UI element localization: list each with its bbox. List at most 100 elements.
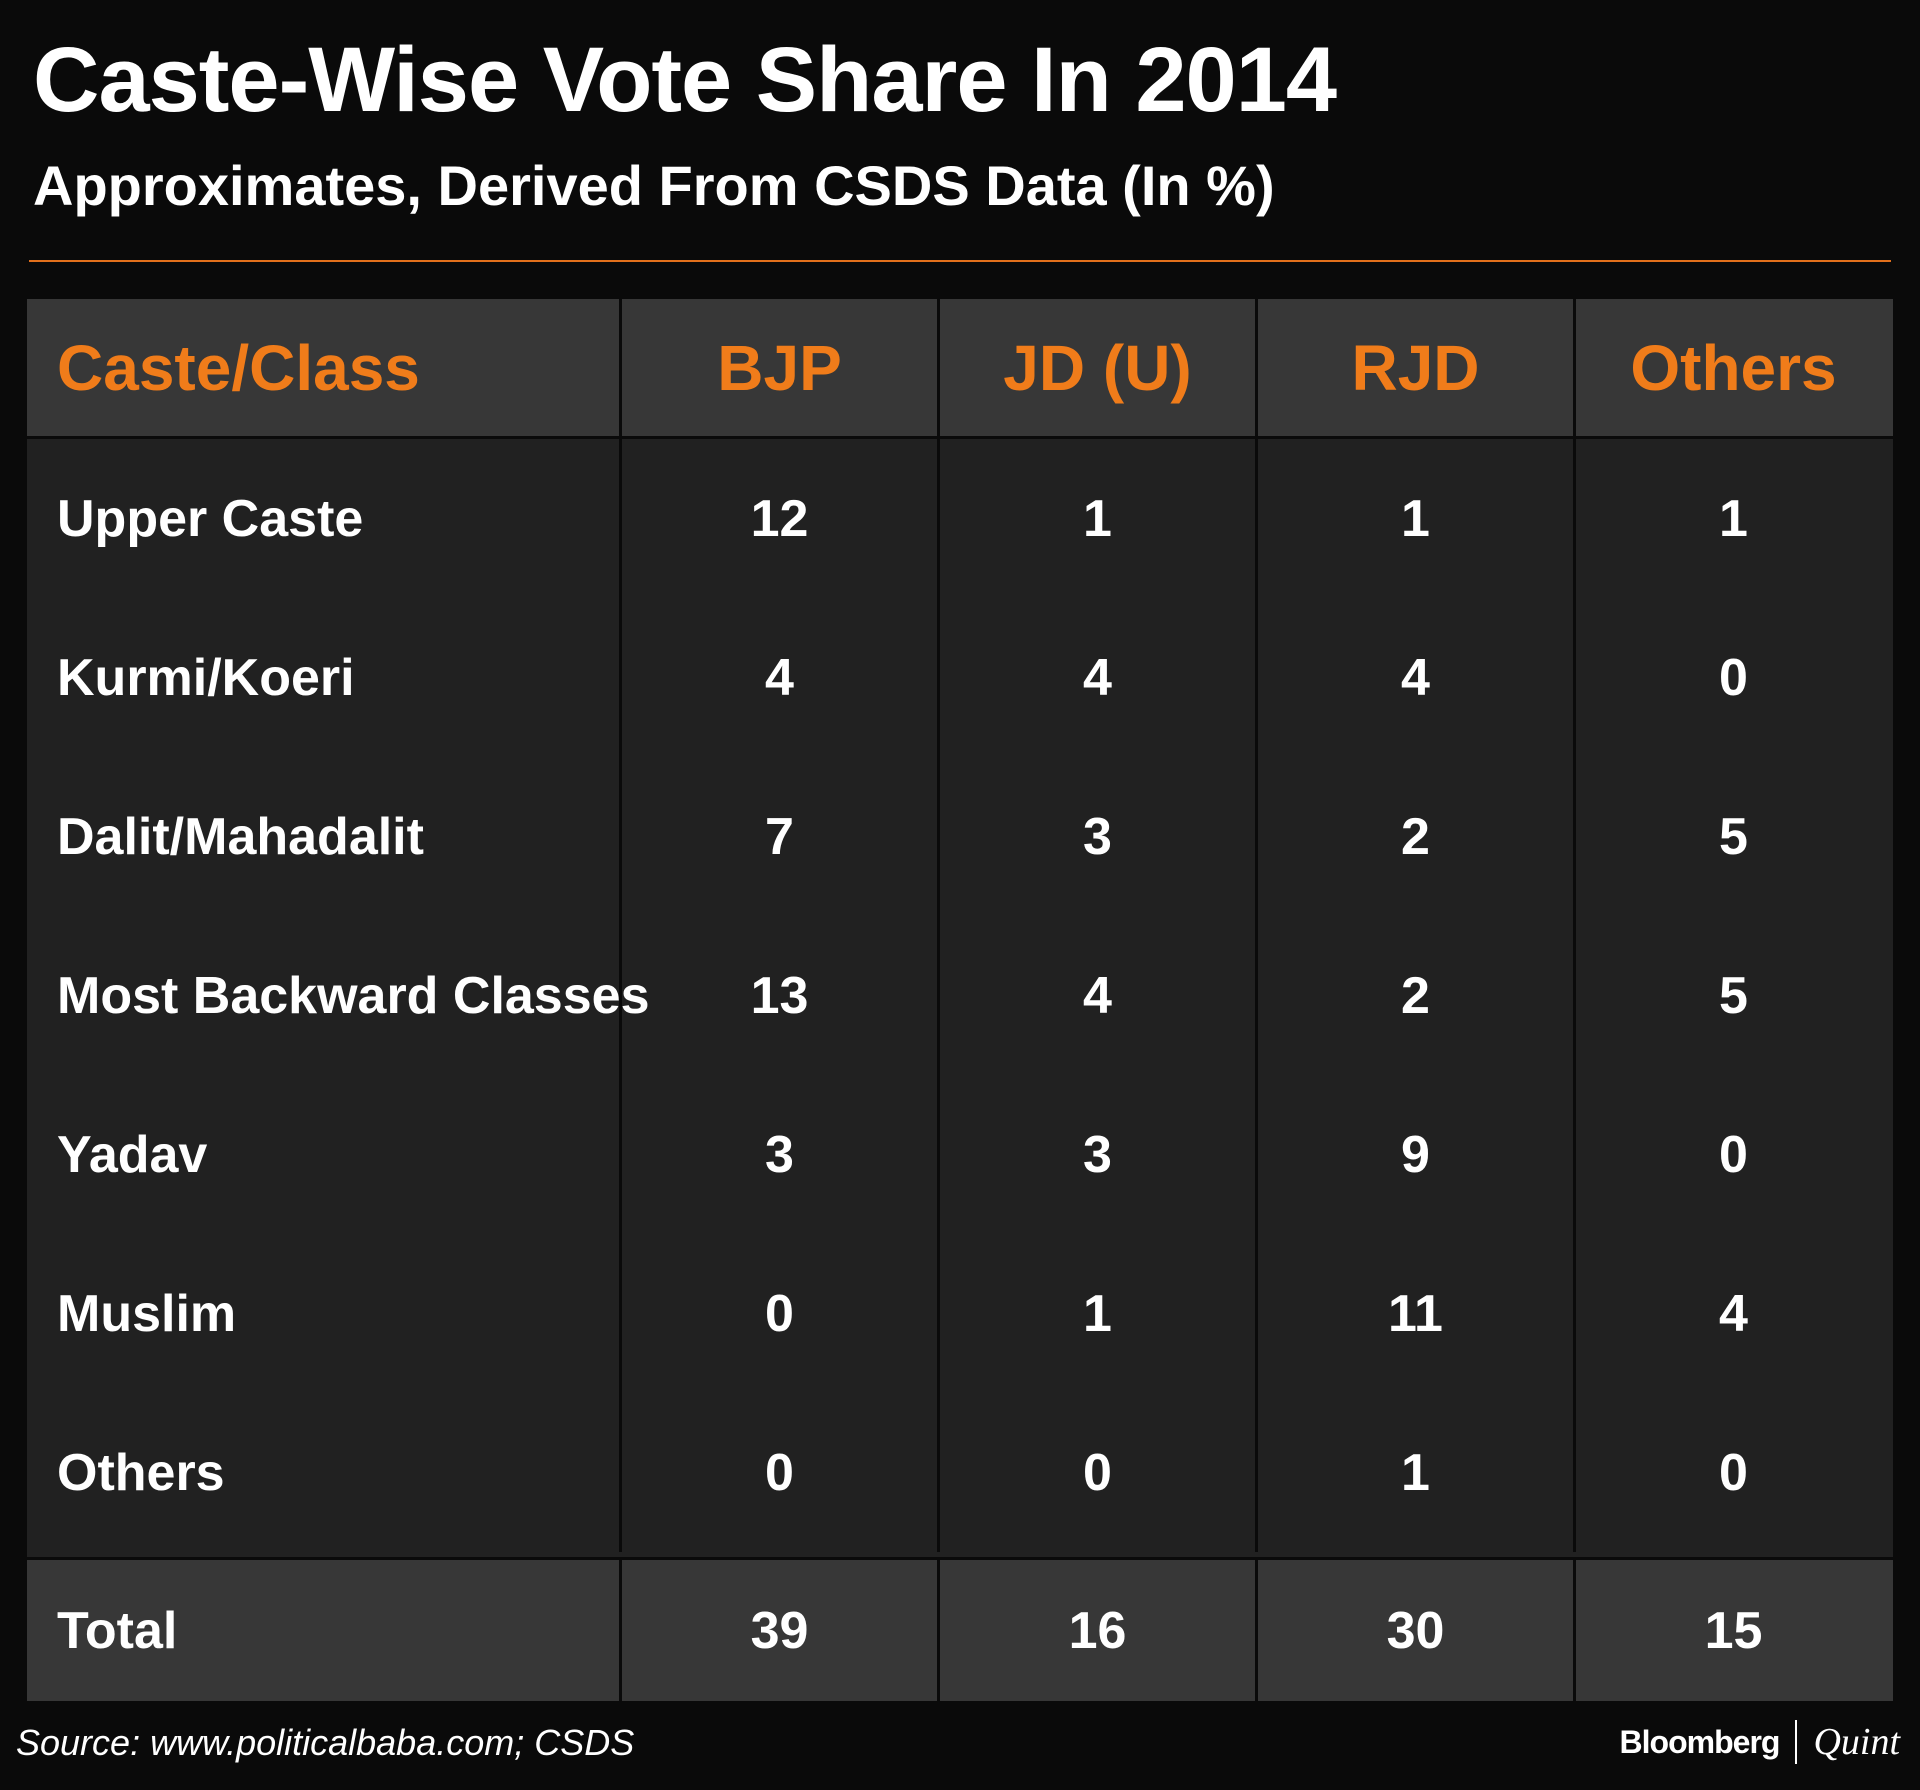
total-cell: 30 [1255,1560,1573,1701]
chart-subtitle: Approximates, Derived From CSDS Data (In… [33,154,1275,217]
value-cell-others: 0 [1573,1075,1891,1234]
value-cell-bjp: 4 [619,598,937,757]
value-others: 0 [1719,648,1748,707]
row-label: Most Backward Classes [57,966,650,1025]
header-separator [27,436,1893,439]
value-bjp: 0 [765,1284,794,1343]
row-label-cell: Dalit/Mahadalit [27,757,619,916]
value-jdu: 3 [1083,807,1112,866]
brand-divider [1795,1720,1798,1764]
value-others: 0 [1719,1125,1748,1184]
table-row: Upper Caste 12 1 1 1 [27,439,1893,598]
row-label: Upper Caste [57,489,364,548]
header-cell: BJP [619,299,937,436]
value-others: 5 [1719,807,1748,866]
value-cell-rjd: 2 [1255,757,1573,916]
table-row: Muslim 0 1 11 4 [27,1234,1893,1393]
brand-logo: Bloomberg Quint [1620,1720,1900,1764]
value-jdu: 0 [1083,1443,1112,1502]
total-cell: 39 [619,1560,937,1701]
table-row: Others 0 0 1 0 [27,1393,1893,1552]
title-divider [29,260,1891,262]
total-cell: Total [27,1560,619,1701]
value-cell-bjp: 3 [619,1075,937,1234]
value-cell-bjp: 12 [619,439,937,598]
header-bjp: BJP [717,331,842,404]
value-others: 4 [1719,1284,1748,1343]
value-cell-jdu: 1 [937,439,1255,598]
value-others: 1 [1719,489,1748,548]
value-rjd: 2 [1401,807,1430,866]
value-cell-others: 4 [1573,1234,1891,1393]
value-jdu: 4 [1083,966,1112,1025]
value-cell-others: 0 [1573,1393,1891,1552]
brand-name: Bloomberg [1619,1723,1781,1760]
total-rjd: 30 [1386,1601,1445,1660]
value-cell-jdu: 4 [937,598,1255,757]
header-caste-class: Caste/Class [57,331,420,404]
table-row: Most Backward Classes 13 4 2 5 [27,916,1893,1075]
value-rjd: 1 [1401,1443,1430,1502]
header-jdu: JD (U) [1003,331,1192,404]
value-cell-jdu: 4 [937,916,1255,1075]
value-cell-bjp: 7 [619,757,937,916]
table-total-row: Total 39 16 30 15 [27,1560,1893,1701]
value-rjd: 2 [1401,966,1430,1025]
row-label-cell: Others [27,1393,619,1552]
value-cell-rjd: 1 [1255,439,1573,598]
value-rjd: 11 [1388,1284,1443,1343]
value-cell-jdu: 1 [937,1234,1255,1393]
value-bjp: 0 [765,1443,794,1502]
total-bjp: 39 [750,1601,809,1660]
row-label: Yadav [57,1125,208,1184]
chart-title: Caste-Wise Vote Share In 2014 [33,29,1337,131]
value-cell-bjp: 0 [619,1234,937,1393]
value-rjd: 4 [1401,648,1430,707]
brand-subname: Quint [1813,1721,1900,1763]
total-cell: 16 [937,1560,1255,1701]
row-label: Others [57,1443,225,1502]
value-cell-rjd: 9 [1255,1075,1573,1234]
table-row: Dalit/Mahadalit 7 3 2 5 [27,757,1893,916]
row-label-cell: Upper Caste [27,439,619,598]
header-cell: Others [1573,299,1891,436]
source-note: Source: www.politicalbaba.com; CSDS [16,1722,635,1763]
value-rjd: 1 [1401,489,1430,548]
value-cell-jdu: 0 [937,1393,1255,1552]
value-cell-others: 1 [1573,439,1891,598]
row-label-cell: Muslim [27,1234,619,1393]
total-jdu: 16 [1068,1601,1127,1660]
total-others: 15 [1704,1601,1763,1660]
header-others: Others [1630,331,1837,404]
value-cell-others: 0 [1573,598,1891,757]
value-cell-rjd: 1 [1255,1393,1573,1552]
value-jdu: 1 [1083,1284,1112,1343]
value-cell-bjp: 0 [619,1393,937,1552]
table-row: Yadav 3 3 9 0 [27,1075,1893,1234]
table-row: Kurmi/Koeri 4 4 4 0 [27,598,1893,757]
value-others: 5 [1719,966,1748,1025]
value-jdu: 4 [1083,648,1112,707]
total-separator [27,1557,1893,1560]
header-cell: JD (U) [937,299,1255,436]
row-label: Kurmi/Koeri [57,648,355,707]
value-others: 0 [1719,1443,1748,1502]
value-cell-jdu: 3 [937,1075,1255,1234]
value-cell-rjd: 2 [1255,916,1573,1075]
header-rjd: RJD [1351,331,1480,404]
row-label-cell: Yadav [27,1075,619,1234]
row-label: Dalit/Mahadalit [57,807,424,866]
value-jdu: 1 [1083,489,1112,548]
value-rjd: 9 [1401,1125,1430,1184]
value-bjp: 7 [765,807,794,866]
value-bjp: 12 [750,489,809,548]
total-cell: 15 [1573,1560,1891,1701]
value-bjp: 4 [765,648,794,707]
value-cell-jdu: 3 [937,757,1255,916]
value-cell-rjd: 4 [1255,598,1573,757]
header-cell: RJD [1255,299,1573,436]
value-cell-rjd: 11 [1255,1234,1573,1393]
row-label-cell: Kurmi/Koeri [27,598,619,757]
value-cell-others: 5 [1573,757,1891,916]
value-cell-others: 5 [1573,916,1891,1075]
